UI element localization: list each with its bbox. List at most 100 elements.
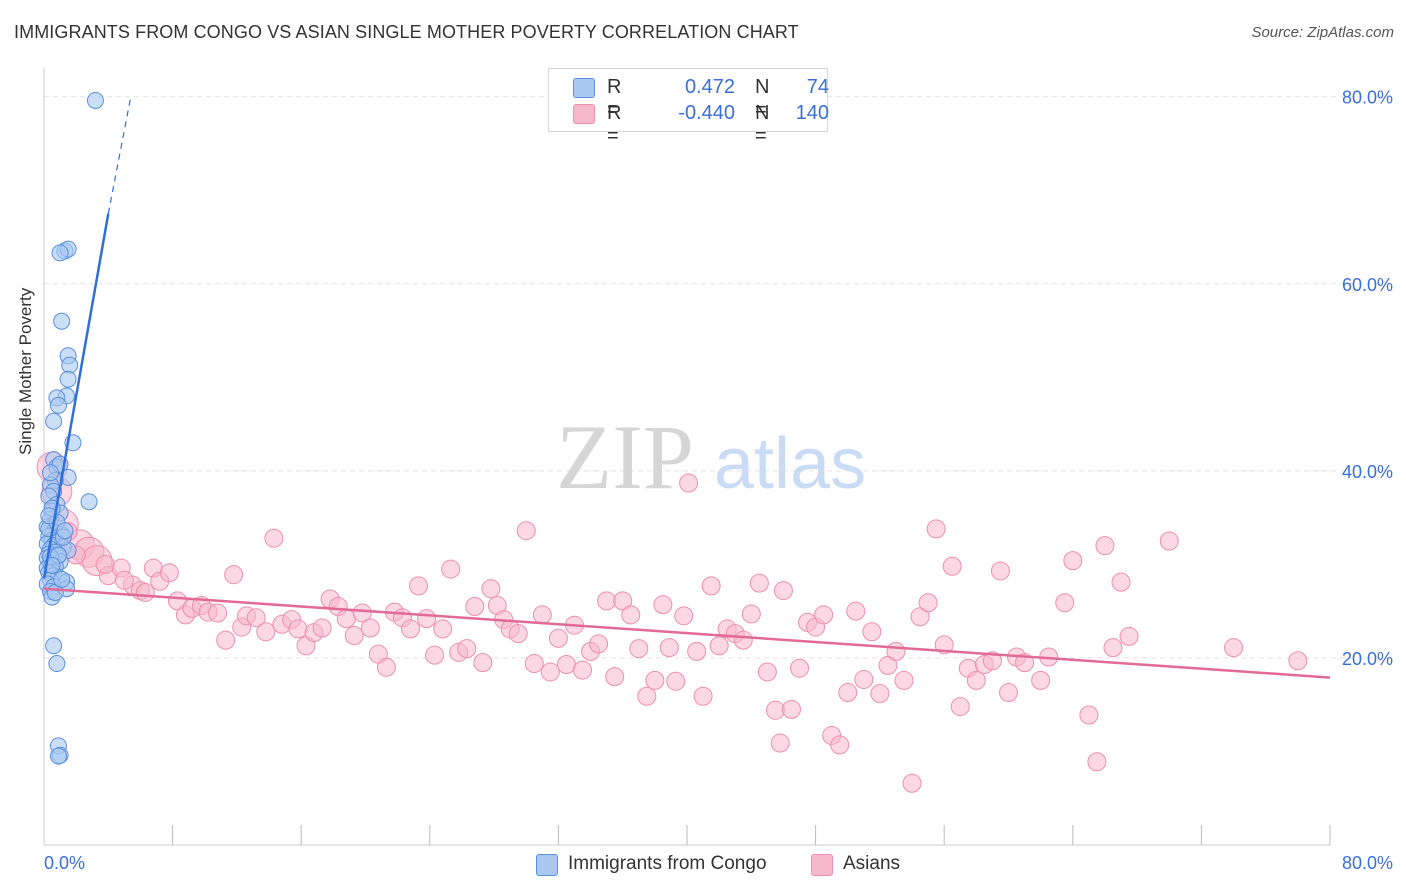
legend-n-value: 74 xyxy=(806,76,829,98)
x-tick-label: 80.0% xyxy=(1342,853,1393,873)
asians-point xyxy=(548,628,568,648)
asians-point xyxy=(1119,626,1139,646)
congo-point xyxy=(51,244,69,262)
congo-point xyxy=(56,522,74,540)
asians-point xyxy=(256,622,276,642)
asians-point xyxy=(216,630,236,650)
asians-point xyxy=(481,579,501,599)
trend-layer xyxy=(42,96,1331,679)
congo-legend-swatch xyxy=(536,854,558,876)
asians-point xyxy=(770,733,790,753)
asians-point xyxy=(524,654,544,674)
tick-labels: 20.0% 40.0% 60.0% 80.0% 0.0% 80.0% xyxy=(44,88,1393,873)
congo-point xyxy=(61,356,79,374)
asians-point xyxy=(508,624,528,644)
asians-point xyxy=(765,700,785,720)
stats-legend: R = 0.472 N = 74 R = -0.440 N = 140 xyxy=(548,68,829,147)
asians-point xyxy=(597,591,617,611)
asians-point xyxy=(264,528,284,548)
legend-r-label: R = xyxy=(607,102,622,147)
asians-point xyxy=(1103,638,1123,658)
asians-point xyxy=(659,638,679,658)
asians-point xyxy=(666,671,686,691)
asians-point xyxy=(457,639,477,659)
asians-legend-label: Asians xyxy=(843,853,901,874)
asians-point xyxy=(629,639,649,659)
congo-swatch xyxy=(573,78,595,98)
watermark: ZIP atlas xyxy=(556,406,866,508)
asians-point xyxy=(741,604,761,624)
congo-point xyxy=(45,412,63,430)
congo-trendline xyxy=(42,213,110,579)
asians-point xyxy=(516,521,536,541)
asians-point xyxy=(950,697,970,717)
legend-n-label: N = xyxy=(755,102,770,147)
congo-point xyxy=(41,464,59,482)
asians-point xyxy=(417,609,437,629)
asians-point xyxy=(573,660,593,680)
asians-point xyxy=(1079,705,1099,725)
asians-point xyxy=(621,605,641,625)
grid-layer xyxy=(44,96,1392,659)
congo-trendline-extension xyxy=(107,96,132,214)
asians-point xyxy=(999,683,1018,703)
asians-point xyxy=(645,670,665,690)
asians-point xyxy=(1063,551,1083,571)
legend-n-label: N = xyxy=(755,76,770,121)
asians-swatch xyxy=(573,104,595,124)
asians-point xyxy=(846,601,866,621)
asians-point xyxy=(1224,638,1244,658)
asians-point xyxy=(693,686,713,706)
legend-r-label: R = xyxy=(607,76,622,121)
series-legend: Immigrants from Congo Asians xyxy=(0,852,1406,878)
x-tick-label: 0.0% xyxy=(44,853,85,873)
congo-point xyxy=(48,655,66,673)
asians-point xyxy=(838,683,858,703)
asians-point xyxy=(733,630,753,650)
asians-point xyxy=(376,657,396,677)
asians-point xyxy=(1111,572,1131,592)
asians-point xyxy=(854,669,874,689)
congo-points xyxy=(38,91,104,765)
asians-point xyxy=(540,662,560,682)
asians-point xyxy=(473,653,493,673)
asians-point xyxy=(862,622,882,642)
legend-n-value: 140 xyxy=(795,102,829,124)
congo-point xyxy=(45,637,63,655)
asians-point xyxy=(441,559,461,579)
asians-point xyxy=(790,658,810,678)
watermark-atlas: atlas xyxy=(714,424,866,504)
asians-point xyxy=(433,619,453,639)
asians-point xyxy=(709,636,729,656)
congo-point xyxy=(40,507,58,525)
asians-point xyxy=(749,573,769,593)
asians-point xyxy=(465,596,485,616)
asians-point xyxy=(114,570,134,590)
chart-title: IMMIGRANTS FROM CONGO VS ASIAN SINGLE MO… xyxy=(14,22,799,42)
legend-r-value: 0.472 xyxy=(684,76,735,98)
asians-trendline xyxy=(43,587,1331,679)
asians-point xyxy=(1288,651,1308,671)
asians-point xyxy=(773,581,793,601)
congo-point xyxy=(80,493,98,511)
asians-point xyxy=(312,618,332,638)
asians-point xyxy=(918,593,938,613)
congo-legend-label: Immigrants from Congo xyxy=(568,853,767,874)
asians-point xyxy=(1159,531,1179,551)
congo-point xyxy=(53,570,71,588)
asians-point xyxy=(886,641,906,661)
asians-point xyxy=(781,699,801,719)
asians-point xyxy=(352,603,372,623)
asians-point xyxy=(934,635,954,655)
asians-point xyxy=(1087,752,1107,772)
asians-point xyxy=(830,735,850,755)
asians-point xyxy=(757,662,777,682)
asians-point xyxy=(589,634,609,654)
asians-point xyxy=(95,554,115,574)
asians-point xyxy=(966,670,986,690)
congo-point xyxy=(53,312,71,330)
watermark-zip: ZIP xyxy=(556,406,694,508)
y-axis-label: Single Mother Poverty xyxy=(16,287,35,455)
asians-point xyxy=(1055,593,1075,613)
